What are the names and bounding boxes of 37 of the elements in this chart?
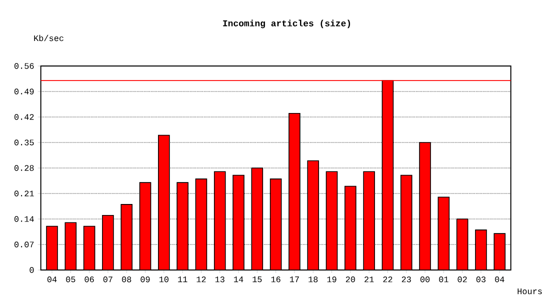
- x-tick-label: 00: [420, 276, 430, 282]
- x-tick-label: 08: [122, 276, 132, 282]
- x-tick-label: 17: [290, 276, 299, 282]
- x-tick-label: 18: [308, 276, 318, 282]
- x-tick-label: 22: [383, 276, 392, 282]
- x-tick-label: 16: [271, 276, 280, 282]
- y-tick-label: 0.28: [14, 165, 34, 171]
- x-tick-label: 20: [346, 276, 355, 282]
- x-tick-label: 06: [84, 276, 94, 282]
- x-tick-label: 14: [234, 276, 244, 282]
- x-tick-label: 12: [196, 276, 206, 282]
- x-tick-label: 04: [495, 276, 504, 282]
- y-tick-label: 0: [30, 267, 34, 273]
- x-tick-label: 05: [66, 276, 76, 282]
- x-tick-label: 11: [178, 276, 188, 282]
- y-tick-label: 0.42: [14, 114, 34, 120]
- y-tick-label: 0.21: [14, 190, 34, 196]
- x-tick-label: 19: [327, 276, 336, 282]
- x-tick-label: 15: [252, 276, 262, 282]
- y-axis-title: Kb/sec: [34, 34, 64, 42]
- x-tick-label: 07: [103, 276, 112, 282]
- chart-title: Incoming articles (size): [223, 20, 350, 28]
- x-tick-label: 04: [47, 276, 57, 282]
- x-tick-label: 10: [159, 276, 168, 282]
- y-tick-label: 0.14: [14, 216, 34, 222]
- x-tick-label: 09: [140, 276, 150, 282]
- y-tick-label: 0.35: [14, 140, 34, 146]
- x-tick-label: 03: [476, 276, 486, 282]
- y-tick-label: 0.56: [14, 63, 34, 69]
- x-tick-label: 21: [364, 276, 374, 282]
- x-tick-label: 01: [439, 276, 448, 282]
- x-tick-label: 02: [458, 276, 467, 282]
- x-tick-label: 13: [215, 276, 224, 282]
- x-tick-label: 23: [402, 276, 411, 282]
- x-axis-title: Hours: [518, 288, 542, 294]
- y-tick-label: 0.49: [14, 88, 34, 94]
- y-tick-label: 0.07: [14, 242, 34, 248]
